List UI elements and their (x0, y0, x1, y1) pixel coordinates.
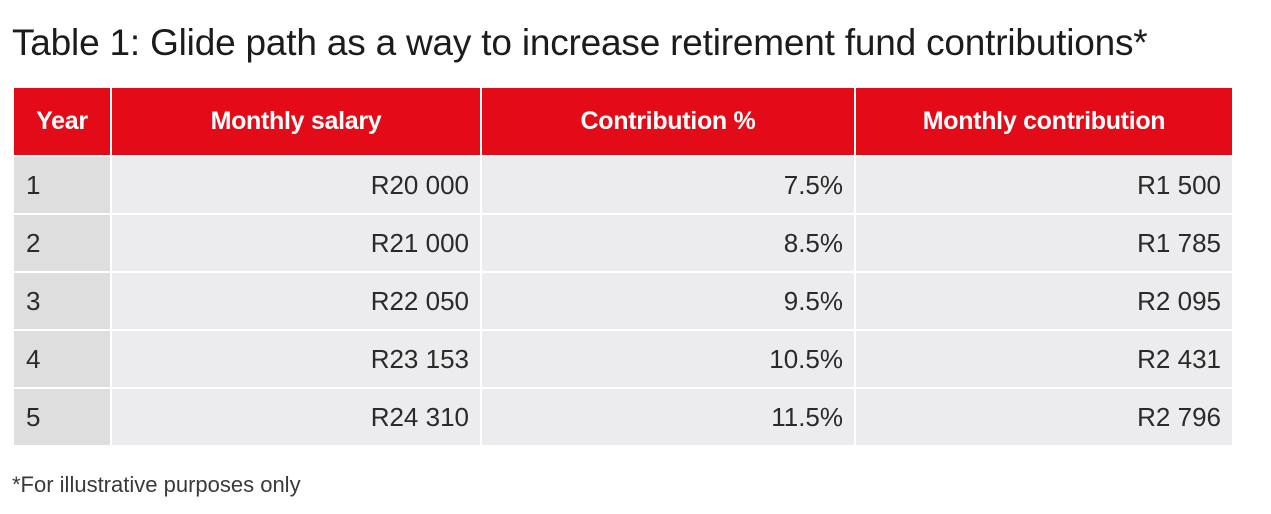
cell-year: 4 (14, 329, 112, 388)
header-year: Year (14, 88, 112, 156)
cell-year: 5 (14, 387, 112, 445)
header-contribution-percent: Contribution % (481, 88, 856, 156)
cell-contribution-percent: 8.5% (481, 213, 856, 272)
page-title: Table 1: Glide path as a way to increase… (12, 22, 1148, 63)
cell-monthly-contribution: R1 500 (855, 155, 1232, 214)
cell-monthly-contribution: R2 796 (855, 387, 1232, 445)
table-header-row: Year Monthly salary Contribution % Month… (14, 88, 1232, 156)
cell-monthly-contribution: R2 095 (855, 271, 1232, 330)
cell-year: 1 (14, 155, 112, 214)
glide-path-table: Year Monthly salary Contribution % Month… (14, 88, 1232, 445)
table-row: 2 R21 000 8.5% R1 785 (14, 213, 1232, 272)
cell-year: 3 (14, 271, 112, 330)
cell-monthly-salary: R20 000 (111, 155, 482, 214)
cell-monthly-salary: R22 050 (111, 271, 482, 330)
cell-contribution-percent: 7.5% (481, 155, 856, 214)
cell-contribution-percent: 11.5% (481, 387, 856, 445)
table-row: 1 R20 000 7.5% R1 500 (14, 155, 1232, 214)
cell-monthly-salary: R23 153 (111, 329, 482, 388)
table-row: 4 R23 153 10.5% R2 431 (14, 329, 1232, 388)
header-monthly-contribution: Monthly contribution (855, 88, 1232, 156)
cell-contribution-percent: 10.5% (481, 329, 856, 388)
cell-year: 2 (14, 213, 112, 272)
cell-monthly-contribution: R2 431 (855, 329, 1232, 388)
cell-contribution-percent: 9.5% (481, 271, 856, 330)
header-monthly-salary: Monthly salary (111, 88, 482, 156)
footnote: *For illustrative purposes only (12, 472, 301, 497)
table-row: 5 R24 310 11.5% R2 796 (14, 387, 1232, 445)
cell-monthly-salary: R24 310 (111, 387, 482, 445)
cell-monthly-salary: R21 000 (111, 213, 482, 272)
cell-monthly-contribution: R1 785 (855, 213, 1232, 272)
table-row: 3 R22 050 9.5% R2 095 (14, 271, 1232, 330)
